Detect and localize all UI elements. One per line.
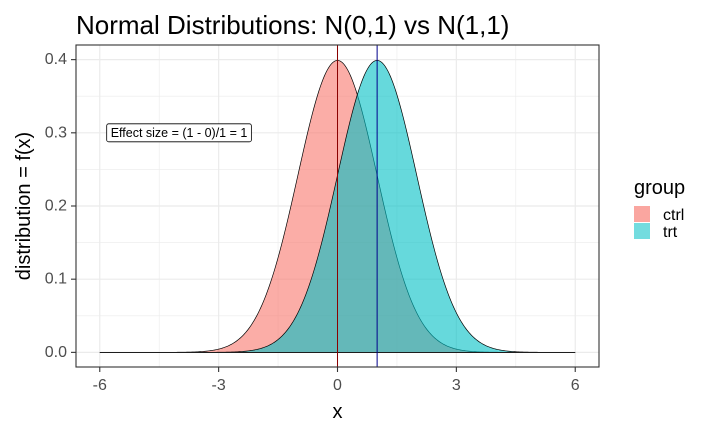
- chart-title: Normal Distributions: N(0,1) vs N(1,1): [76, 10, 509, 40]
- x-axis: -6 -3 0 3 6: [93, 367, 580, 394]
- x-tick-label: -3: [212, 377, 226, 394]
- x-tick-label: 0: [333, 377, 342, 394]
- x-tick-label: -6: [93, 377, 107, 394]
- x-tick-label: 3: [452, 377, 461, 394]
- legend-label-trt: trt: [663, 224, 678, 241]
- legend-key-trt: [634, 223, 650, 239]
- y-tick-label: 0.1: [45, 271, 67, 288]
- plot-panel: Effect size = (1 - 0)/1 = 1: [75, 44, 600, 368]
- legend-title: group: [634, 177, 685, 199]
- y-tick-label: 0.3: [45, 124, 67, 141]
- annotation: Effect size = (1 - 0)/1 = 1: [106, 123, 252, 143]
- annotation-box: [106, 123, 252, 143]
- y-tick-label: 0.2: [45, 198, 67, 215]
- x-axis-title: x: [333, 401, 343, 423]
- y-tick-label: 0.0: [45, 344, 67, 361]
- vertical-lines: [337, 45, 378, 367]
- annotation-label: Effect size = (1 - 0)/1 = 1: [111, 126, 248, 140]
- y-axis: 0.0 0.1 0.2 0.3 0.4: [45, 51, 76, 361]
- legend-label-ctrl: ctrl: [663, 207, 684, 224]
- x-tick-label: 6: [571, 377, 580, 394]
- legend: group ctrl trt: [634, 177, 685, 241]
- y-tick-label: 0.4: [45, 51, 67, 68]
- legend-key-ctrl: [634, 206, 650, 222]
- y-axis-title: distribution = f(x): [13, 132, 35, 280]
